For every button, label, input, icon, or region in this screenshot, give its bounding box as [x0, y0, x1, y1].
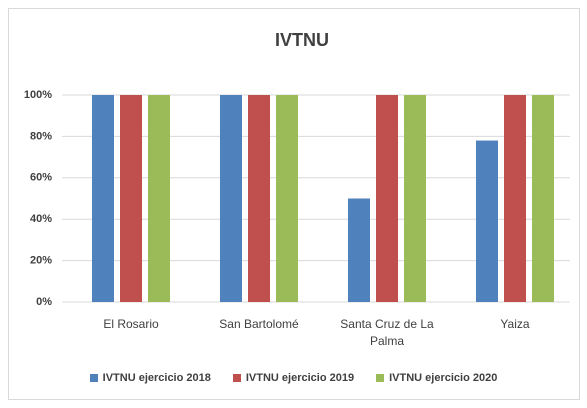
bar	[504, 95, 526, 302]
legend-swatch	[89, 374, 98, 382]
legend: IVTNU ejercicio 2018 IVTNU ejercicio 2019…	[0, 372, 587, 384]
legend-item: IVTNU ejercicio 2019	[232, 372, 355, 384]
legend-swatch	[376, 374, 385, 382]
x-tick-label: El Rosario	[103, 317, 159, 331]
legend-swatch	[232, 374, 241, 382]
bar	[348, 198, 370, 302]
bar	[120, 95, 142, 302]
x-tick-label: Yaiza	[500, 317, 530, 331]
bar	[148, 95, 170, 302]
x-tick-label: Santa Cruz de La Palma	[340, 317, 434, 348]
bar	[248, 95, 270, 302]
bar	[276, 95, 298, 302]
bar	[220, 95, 242, 302]
bar	[532, 95, 554, 302]
bar	[92, 95, 114, 302]
legend-label: IVTNU ejercicio 2018	[102, 372, 211, 384]
legend-label: IVTNU ejercicio 2020	[389, 372, 498, 384]
bar	[376, 95, 398, 302]
y-tick-label: 0%	[36, 296, 52, 308]
y-tick-label: 100%	[24, 89, 52, 101]
y-tick-label: 60%	[30, 172, 52, 184]
y-tick-label: 40%	[30, 213, 52, 225]
bar	[476, 140, 498, 302]
legend-item: IVTNU ejercicio 2018	[89, 372, 211, 384]
chart-title: IVTNU	[275, 30, 329, 50]
x-tick-label: San Bartolomé	[219, 317, 299, 331]
legend-item: IVTNU ejercicio 2020	[376, 372, 497, 384]
y-tick-label: 20%	[30, 255, 52, 267]
y-tick-label: 80%	[30, 130, 52, 142]
bar	[404, 95, 426, 302]
legend-label: IVTNU ejercicio 2019	[245, 372, 355, 384]
